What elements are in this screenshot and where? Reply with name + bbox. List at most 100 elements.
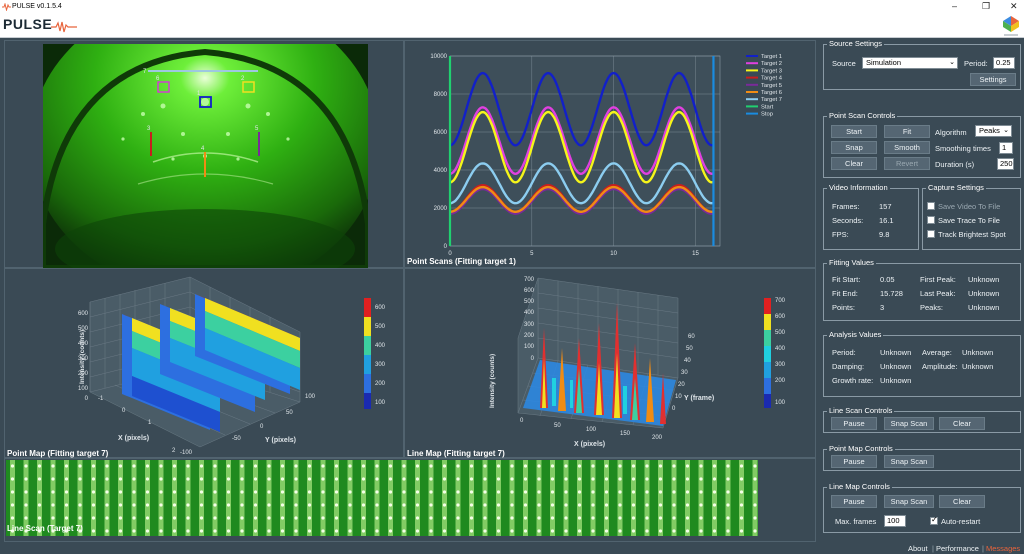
strip-band <box>401 460 407 536</box>
smoothing-label: Smoothing times <box>935 144 991 153</box>
strip-spot <box>132 477 136 481</box>
fit-button[interactable]: Fit <box>884 125 930 138</box>
strip-spot <box>726 516 730 520</box>
strip-spot <box>361 529 366 533</box>
target-box-6[interactable] <box>157 81 170 93</box>
max-frames-input[interactable]: 100 <box>884 515 906 527</box>
close-button[interactable]: ✕ <box>1010 1 1018 11</box>
strip-spot <box>321 503 325 507</box>
strip-spot <box>172 490 177 494</box>
strip-band <box>455 460 461 536</box>
strip-spot <box>429 503 433 507</box>
pm-ytick-100: 100 <box>305 394 316 400</box>
strip-spot <box>213 529 217 533</box>
about-link[interactable]: About <box>908 544 928 553</box>
pm-ytick-0: 0 <box>260 424 264 430</box>
save-trace-checkbox[interactable] <box>927 216 935 224</box>
strip-spot <box>132 503 136 507</box>
strip-spot <box>429 529 433 533</box>
target-box-1[interactable] <box>199 96 212 108</box>
strip-spot <box>24 490 28 494</box>
auto-restart-checkbox[interactable] <box>930 515 938 525</box>
line-scan-image <box>10 460 758 536</box>
points-value: 3 <box>880 303 885 312</box>
performance-link[interactable]: Performance <box>936 544 979 553</box>
strip-band <box>145 460 150 536</box>
strip-spot <box>91 503 96 507</box>
capture-settings-group: Capture Settings Save Video To File Save… <box>922 183 1021 250</box>
messages-link[interactable]: Messages <box>986 544 1021 553</box>
strip-spot <box>267 464 271 468</box>
line-scan-pause-button[interactable]: Pause <box>831 417 877 430</box>
first-peak-value: Unknown <box>968 275 1000 284</box>
target-box-2[interactable] <box>242 81 255 93</box>
smooth-button[interactable]: Smooth <box>884 141 930 154</box>
point-map-pause-button[interactable]: Pause <box>831 455 877 468</box>
line-map-pause-button[interactable]: Pause <box>831 495 877 508</box>
strip-spot <box>510 516 514 520</box>
strip-spot <box>658 516 663 520</box>
strip-spot <box>105 477 109 481</box>
strip-spot <box>37 529 42 533</box>
an-period-value: Unknown <box>880 348 912 357</box>
strip-band <box>631 460 636 536</box>
line-scan-snap-button[interactable]: Snap Scan <box>884 417 934 430</box>
target-label-4: 4 <box>201 146 205 152</box>
restore-button[interactable]: ❐ <box>982 1 991 11</box>
save-video-checkbox[interactable] <box>927 202 935 210</box>
strip-spot <box>429 464 433 468</box>
strip-band <box>590 460 596 536</box>
strip-spot <box>267 503 271 507</box>
strip-spot <box>159 529 163 533</box>
period-input[interactable]: 0.25 <box>993 57 1015 69</box>
analysis-values-title: Analysis Values <box>827 330 884 339</box>
strip-spot <box>294 503 298 507</box>
clear-button[interactable]: Clear <box>831 157 877 170</box>
strip-spot <box>456 490 460 494</box>
line-scan-strip[interactable] <box>6 460 758 536</box>
line-map-snap-button[interactable]: Snap Scan <box>884 495 934 508</box>
duration-input[interactable]: 250 <box>997 158 1014 170</box>
strip-spot <box>510 477 514 481</box>
strip-spot <box>739 464 744 468</box>
strip-spot <box>64 503 69 507</box>
average-value: Unknown <box>962 348 994 357</box>
strip-spot <box>402 490 406 494</box>
line-map-surface-chart[interactable]: 0 100 200 300 400 500 600 700 Intensity … <box>478 268 740 458</box>
strip-spot <box>604 503 609 507</box>
point-map-surface-chart[interactable]: 600 500 400 300 200 100 0 Intensity (cou… <box>60 272 330 458</box>
strip-spot <box>483 529 487 533</box>
snap-button[interactable]: Snap <box>831 141 877 154</box>
strip-spot <box>186 464 190 468</box>
point-scan-panel <box>404 40 816 268</box>
lm-cbar-400: 400 <box>775 346 786 352</box>
video-feed[interactable]: 7 6 1 2 3 4 5 <box>43 44 368 268</box>
strip-spot <box>550 503 555 507</box>
algorithm-select[interactable]: Peaks ⌄ <box>975 125 1012 137</box>
strip-spot <box>496 516 501 520</box>
pm-ztick-500: 500 <box>78 326 89 332</box>
start-button[interactable]: Start <box>831 125 877 138</box>
strip-spot <box>631 477 636 481</box>
strip-spot <box>564 490 568 494</box>
point-map-snap-button[interactable]: Snap Scan <box>884 455 934 468</box>
strip-spot <box>415 516 420 520</box>
settings-button[interactable]: Settings <box>970 73 1016 86</box>
strip-spot <box>523 503 528 507</box>
strip-band <box>361 460 366 536</box>
lm-ztick-600: 600 <box>524 288 535 294</box>
revert-button[interactable]: Revert <box>884 157 930 170</box>
source-select[interactable]: Simulation ⌄ <box>862 57 958 69</box>
series-line-7 <box>449 162 714 205</box>
strip-spot <box>10 516 15 520</box>
strip-spot <box>267 490 271 494</box>
line-map-clear-button[interactable]: Clear <box>939 495 985 508</box>
track-brightest-checkbox[interactable] <box>927 230 935 238</box>
strip-band <box>509 460 515 536</box>
strip-spot <box>577 477 582 481</box>
smoothing-input[interactable]: 1 <box>999 142 1013 154</box>
line-scan-clear-button[interactable]: Clear <box>939 417 985 430</box>
minimize-button[interactable]: – <box>952 1 958 11</box>
strip-band <box>347 460 353 536</box>
